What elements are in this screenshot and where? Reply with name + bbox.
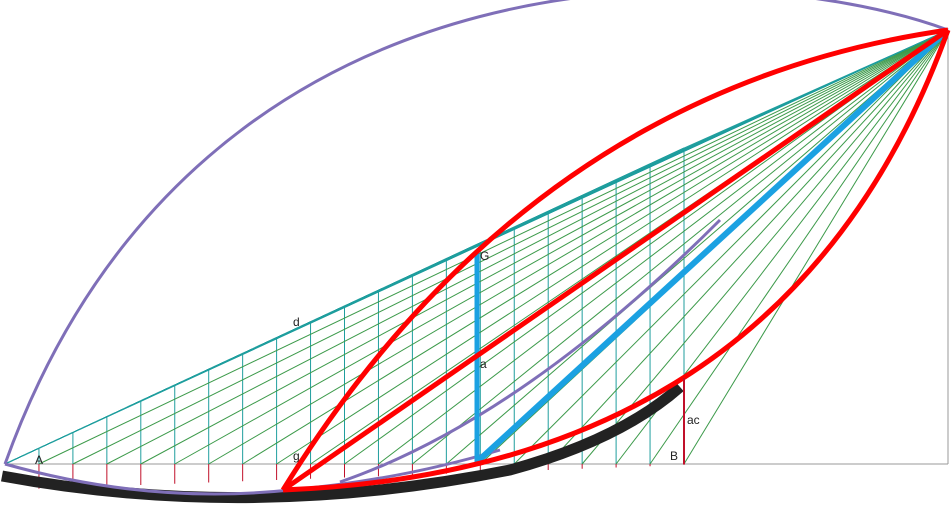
fan-line: [547, 29, 949, 465]
fan-line-upper: [683, 29, 949, 149]
label-g: g: [293, 449, 300, 463]
red-lower-arc: [282, 29, 951, 493]
fan-line: [683, 29, 949, 465]
inner-purple-curve: [339, 218, 722, 484]
fan-line: [276, 29, 949, 465]
label-a: a: [480, 357, 487, 371]
outer-purple-curve: [3, 0, 949, 465]
fan-line: [38, 29, 949, 465]
fan-line: [513, 29, 949, 465]
fan-line: [581, 29, 949, 465]
label-ac: ac: [687, 413, 700, 427]
fan-line: [242, 29, 949, 465]
red-chord: [281, 27, 950, 493]
fan-line: [72, 29, 949, 465]
fan-line: [412, 29, 949, 465]
fan-line: [106, 29, 949, 465]
label-G: G: [480, 249, 489, 263]
red-upper-arc: [280, 27, 949, 492]
blue-diagonal: [474, 27, 951, 465]
dark-band: [0, 382, 684, 504]
label-d: d: [293, 315, 300, 329]
label-A: A: [35, 453, 43, 467]
fan-line: [446, 29, 949, 465]
lower-purple-curve: [4, 448, 501, 496]
fan-line: [378, 29, 949, 465]
fan-line: [140, 29, 949, 465]
label-B: B: [670, 449, 678, 463]
tick-lines: [38, 464, 685, 489]
fan-line: [649, 29, 949, 465]
fan-line: [174, 29, 949, 465]
fan-line: [208, 29, 949, 465]
